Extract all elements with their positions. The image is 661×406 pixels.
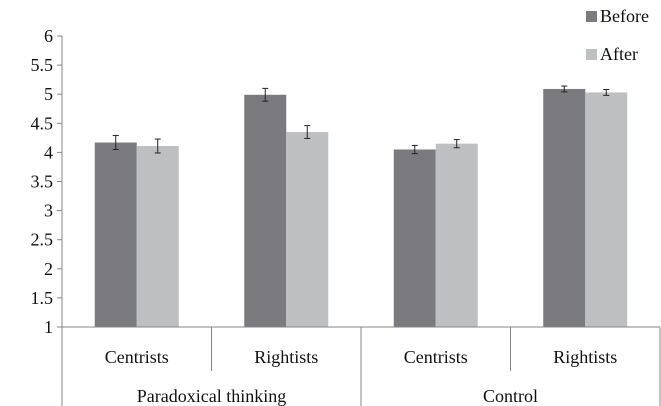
x-category-label: Centrists [105, 347, 169, 367]
bars [94, 85, 628, 327]
y-tick-label: 2.5 [31, 230, 54, 250]
legend-label: Before [600, 6, 649, 26]
bar-after [136, 145, 179, 327]
bar-before [393, 149, 436, 327]
x-category-label: Rightists [254, 347, 318, 367]
y-tick-label: 3.5 [31, 172, 54, 192]
y-tick-label: 5 [44, 84, 53, 104]
error-bar [411, 144, 418, 155]
y-tick-label: 1.5 [31, 288, 54, 308]
x-category-label: Rightists [553, 347, 617, 367]
y-tick-label: 3 [44, 201, 53, 221]
y-tick-label: 4 [44, 142, 53, 162]
error-bar [304, 125, 311, 139]
error-bar [453, 139, 460, 149]
x-category-label: Centrists [404, 347, 468, 367]
y-tick-label: 5.5 [31, 55, 54, 75]
bar-after [286, 132, 329, 327]
y-tick-label: 4.5 [31, 113, 54, 133]
x-axis: Centrists Rightists Centrists Rightists Para… [61, 326, 661, 406]
bar-after [435, 143, 478, 327]
error-bar [262, 87, 269, 102]
bar-before [543, 88, 586, 327]
error-bar [561, 85, 568, 93]
legend-swatch [586, 11, 597, 22]
y-tick-label: 1 [44, 317, 53, 337]
y-tick-label: 6 [44, 26, 53, 46]
y-axis: 1 1.5 2 2.5 3 3.5 4 4.5 5 5.5 6 [31, 26, 63, 337]
bar-after [585, 92, 628, 327]
error-bar [112, 135, 119, 150]
bar-before [244, 94, 287, 327]
y-tick-label: 2 [44, 259, 53, 279]
error-bar [603, 89, 610, 96]
x-group-label: Paradoxical thinking [137, 386, 286, 406]
error-bar [154, 138, 161, 154]
legend-label: After [600, 44, 638, 64]
legend-swatch [586, 49, 597, 60]
legend: Before After [586, 6, 649, 64]
legend-item-before: Before [586, 6, 649, 26]
bar-before [94, 142, 137, 327]
legend-item-after: After [586, 44, 638, 64]
x-group-label: Control [483, 386, 538, 406]
